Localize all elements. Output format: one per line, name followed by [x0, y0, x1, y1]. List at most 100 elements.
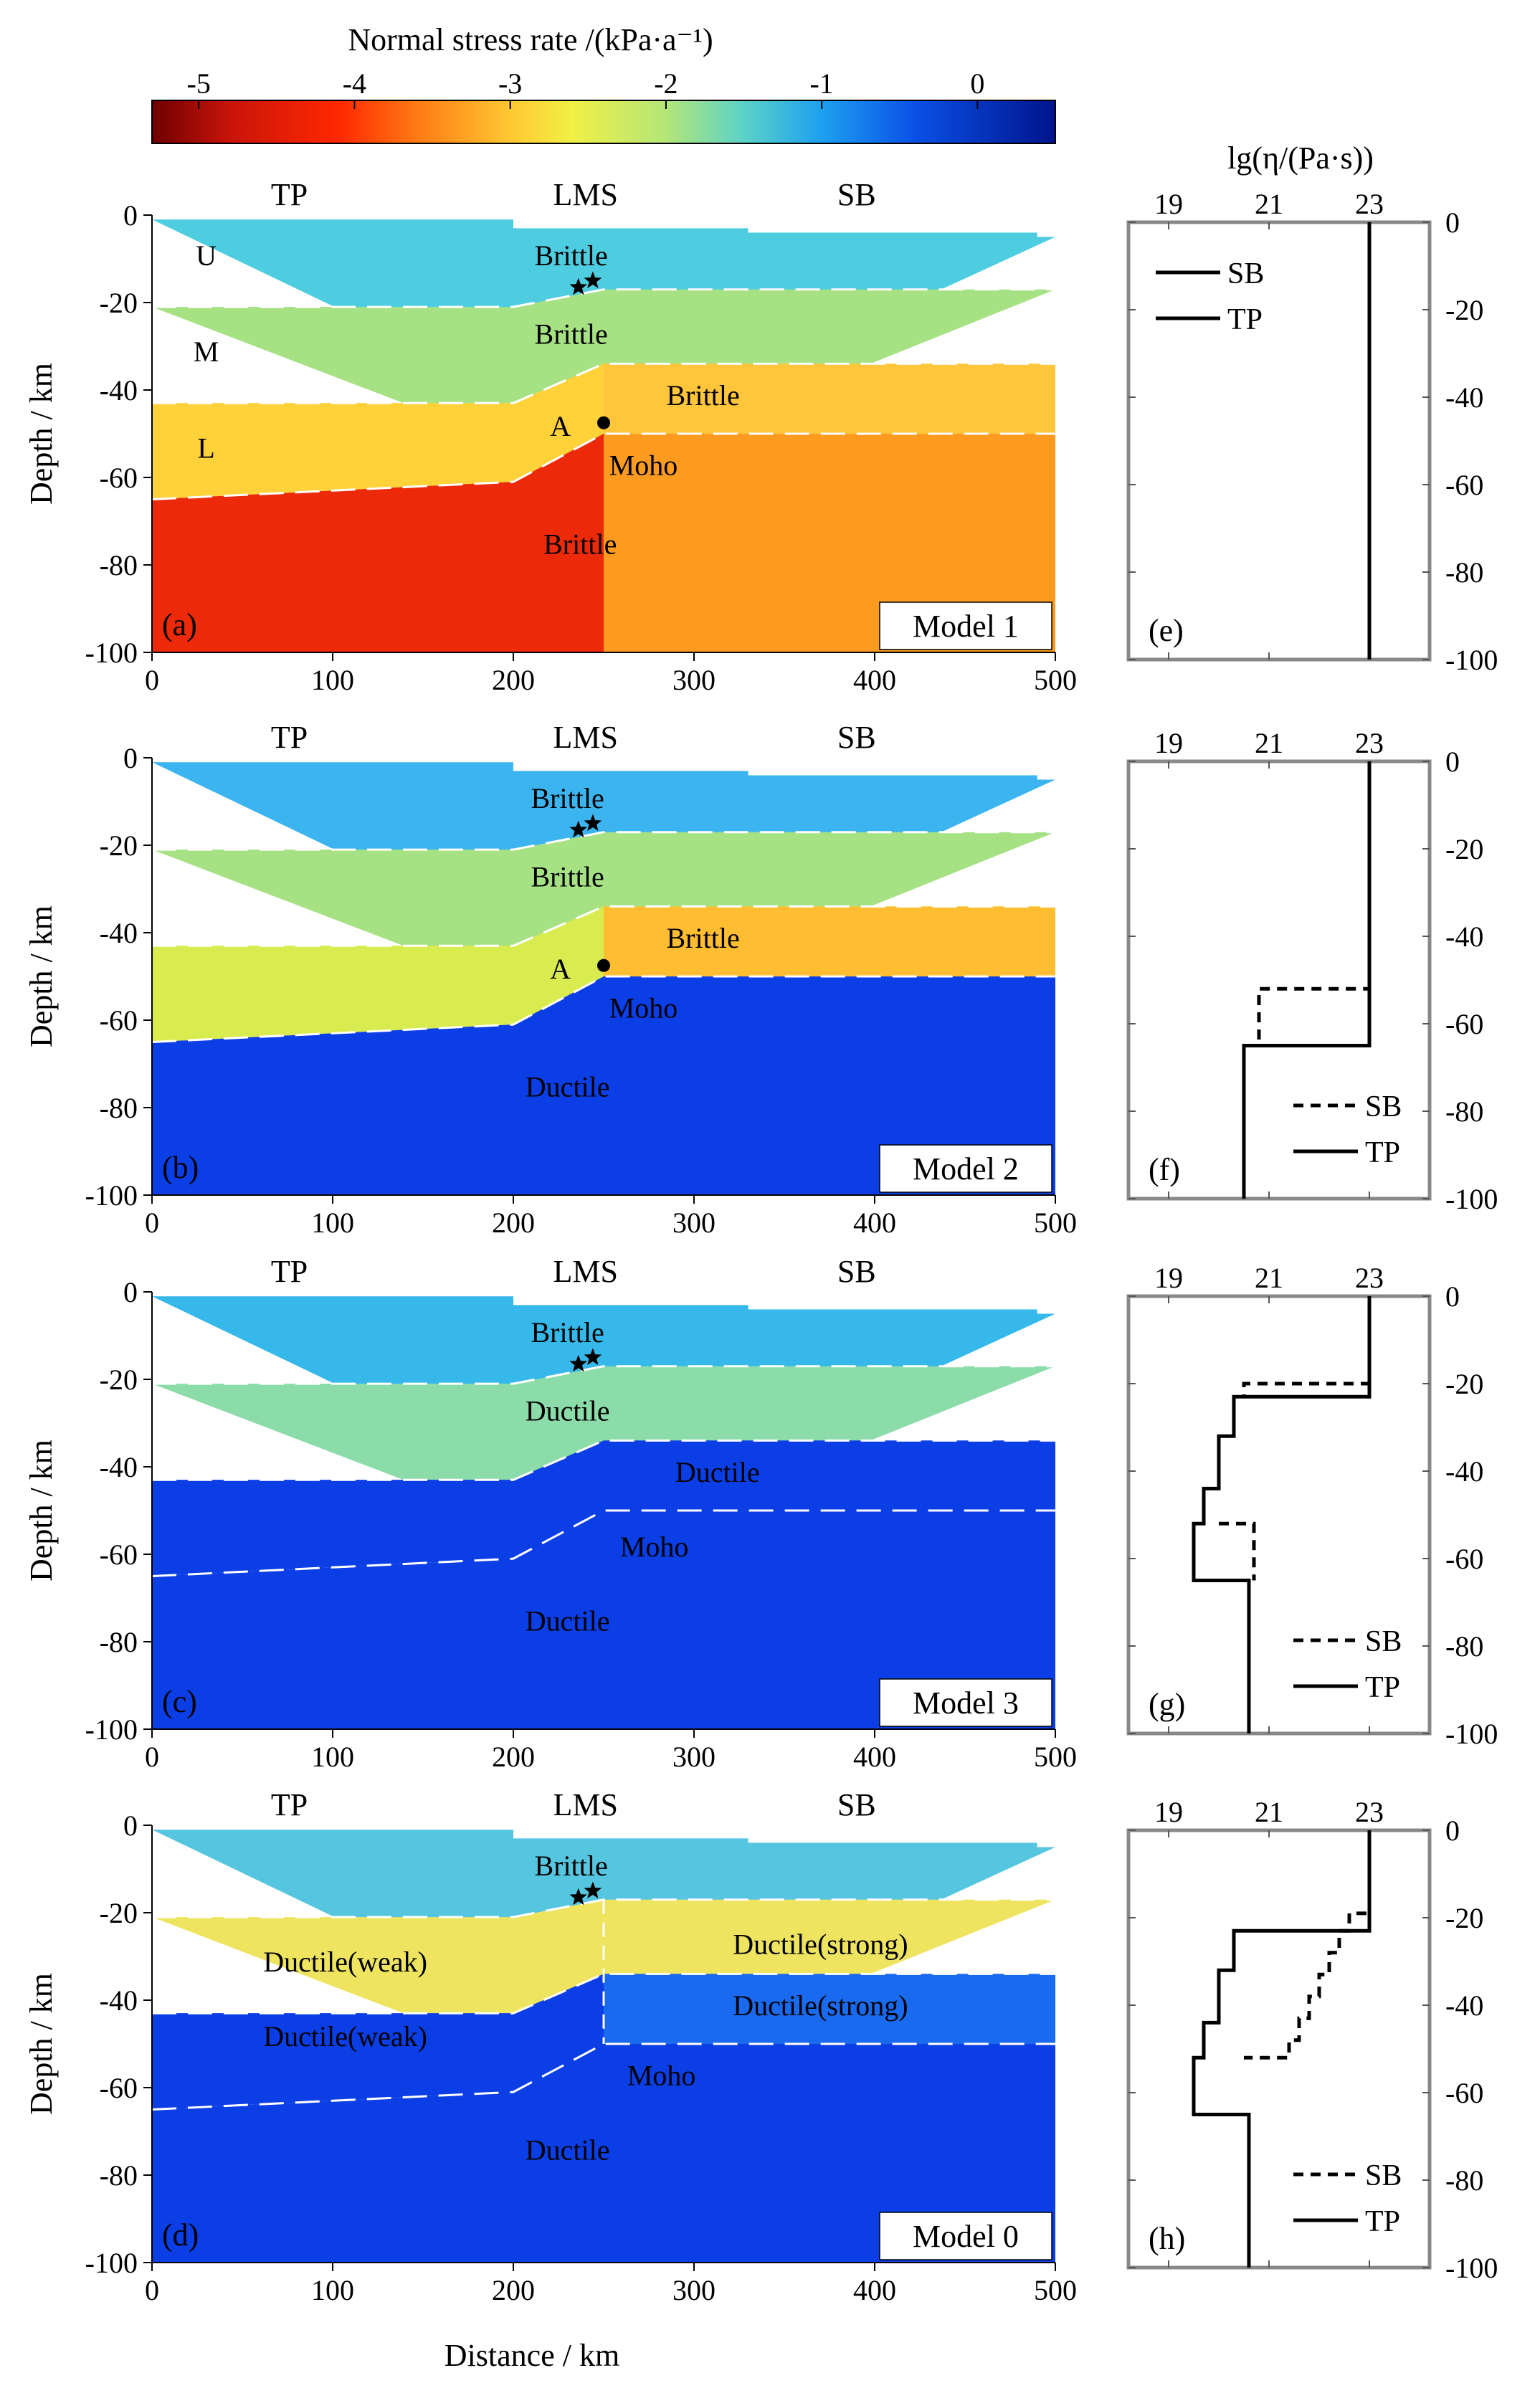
viscosity-x-tick-label: 23 [1355, 1796, 1384, 1828]
viscosity-y-tick-label: -60 [1445, 1008, 1483, 1040]
viscosity-panel: 19 21 23 0 -20 -40 -60 -80 -100 SB TP (f) [1126, 727, 1498, 1215]
x-axis-label: Distance / km [445, 2338, 619, 2373]
legend-label: TP [1365, 1671, 1400, 1704]
layer-label: Brittle [535, 1850, 608, 1882]
y-tick-label: 0 [123, 199, 138, 232]
y-tick-label: -80 [100, 549, 138, 581]
layer-label: Moho [609, 992, 678, 1024]
above-surface [152, 1292, 1055, 1314]
layer-label: Ductile [526, 1071, 610, 1103]
y-tick-label: -40 [100, 917, 138, 949]
colorbar-title: Normal stress rate /(kPa·a⁻¹) [348, 22, 713, 57]
x-tick-label: 0 [145, 664, 159, 696]
panel-letter: (h) [1149, 2221, 1185, 2256]
x-tick-label: 500 [1034, 1207, 1077, 1239]
y-tick-label: -100 [85, 1713, 138, 1746]
colorbar: Normal stress rate /(kPa·a⁻¹) -5 -4 -3 -2 -1… [151, 22, 1056, 144]
viscosity-x-tick-label: 19 [1154, 727, 1183, 759]
y-tick-label: -80 [100, 1626, 138, 1658]
y-tick-label: -60 [100, 1538, 138, 1571]
panel-letter: (a) [162, 607, 197, 642]
layer-lower-crust-tp [152, 1440, 604, 1576]
viscosity-y-tick-label: -20 [1445, 1902, 1483, 1934]
x-tick-label: 400 [853, 664, 896, 696]
layer-label: Brittle [531, 782, 604, 814]
x-tick-label: 100 [311, 2274, 354, 2306]
y-tick-label: -40 [100, 1984, 138, 2017]
x-tick-label: 200 [492, 664, 535, 696]
layer-label: Brittle [666, 379, 739, 412]
panel-plot-area [152, 1292, 1055, 1729]
x-tick-label: 500 [1034, 2274, 1077, 2306]
y-tick-label: -100 [85, 2247, 138, 2279]
viscosity-y-tick-label: -20 [1445, 833, 1483, 865]
viscosity-y-tick-label: -40 [1445, 1455, 1483, 1488]
interface-line [152, 975, 1055, 1043]
model-label: Model 3 [913, 1685, 1019, 1721]
panel-plot-area [152, 215, 1055, 652]
layer-label: A [550, 410, 571, 442]
colorbar-tick-label: -1 [809, 67, 833, 100]
layer-mantle-sb [604, 976, 1055, 1195]
y-tick-label: -20 [100, 1897, 138, 1929]
region-label-lms: LMS [553, 720, 618, 755]
viscosity-y-tick-label: -80 [1445, 2164, 1483, 2197]
viscosity-y-tick-label: -100 [1445, 1718, 1498, 1750]
layer-label: Brittle [666, 922, 739, 954]
interface-line [152, 2042, 1055, 2111]
x-tick-label: 100 [311, 1741, 354, 1773]
viscosity-y-tick-label: -40 [1445, 381, 1483, 414]
y-tick-label: -60 [100, 1004, 138, 1037]
region-label-tp: TP [271, 177, 308, 212]
interface-line [152, 831, 1055, 851]
panel-plot-area [152, 1825, 1055, 2263]
x-tick-label: 0 [145, 1207, 159, 1239]
layer-mantle-tp [152, 2044, 604, 2263]
viscosity-x-tick-label: 23 [1355, 727, 1384, 759]
panel-letter: (d) [162, 2217, 199, 2253]
y-tick-label: -20 [100, 287, 138, 319]
region-label-sb: SB [837, 720, 876, 755]
viscosity-x-tick-label: 21 [1255, 727, 1283, 759]
x-tick-label: 300 [672, 1741, 716, 1773]
interface-line [152, 1509, 1055, 1577]
layer-lower-crust-tp [152, 363, 604, 500]
layer-label: Ductile(strong) [733, 1989, 908, 2022]
model-label: Model 2 [913, 1151, 1019, 1186]
interface-line [152, 1439, 1055, 1481]
region-label-tp: TP [271, 1787, 308, 1822]
stress-panel: TP LMS SB Brittle Ductile Ductile Moho Ductile 0… [24, 1254, 1077, 1773]
viscosity-profile-tp [1192, 1296, 1372, 1733]
x-tick-label: 300 [672, 2274, 716, 2306]
layer-label: L [197, 432, 214, 464]
layer-label: Ductile [526, 1605, 610, 1637]
model-label-box [879, 2212, 1052, 2260]
layer-mantle-sb [604, 434, 1055, 652]
legend-label: SB [1227, 257, 1264, 290]
viscosity-frame [1126, 220, 1432, 662]
y-tick-label: -60 [100, 462, 138, 494]
panel-plot-area [152, 758, 1055, 1195]
viscosity-y-tick-label: 0 [1445, 206, 1460, 239]
layer-lower-crust-sb [604, 906, 1055, 976]
viscosity-profile-tp [1192, 1830, 1372, 2268]
viscosity-x-tick-label: 21 [1255, 188, 1283, 220]
colorbar-tick-label: 0 [970, 67, 984, 100]
region-label-lms: LMS [553, 1787, 618, 1822]
colorbar-tick-label: -5 [187, 67, 211, 100]
layer-mantle-tp [152, 976, 604, 1195]
y-tick-label: 0 [123, 742, 138, 774]
earthquake-star [584, 814, 602, 831]
y-axis-label: Depth / km [24, 905, 59, 1047]
region-label-sb: SB [837, 1254, 876, 1289]
viscosity-y-tick-label: -60 [1445, 469, 1483, 501]
viscosity-y-tick-label: -100 [1445, 2252, 1498, 2284]
y-tick-label: 0 [123, 1809, 138, 1842]
earthquake-star [584, 1348, 602, 1365]
x-tick-label: 300 [672, 1207, 716, 1239]
layer-label: Ductile(weak) [263, 2020, 427, 2053]
earthquake-star [569, 820, 588, 838]
viscosity-y-tick-label: -20 [1445, 294, 1483, 326]
viscosity-profile-sb [1242, 1296, 1372, 1397]
viscosity-profile-sb [1244, 1830, 1372, 2060]
